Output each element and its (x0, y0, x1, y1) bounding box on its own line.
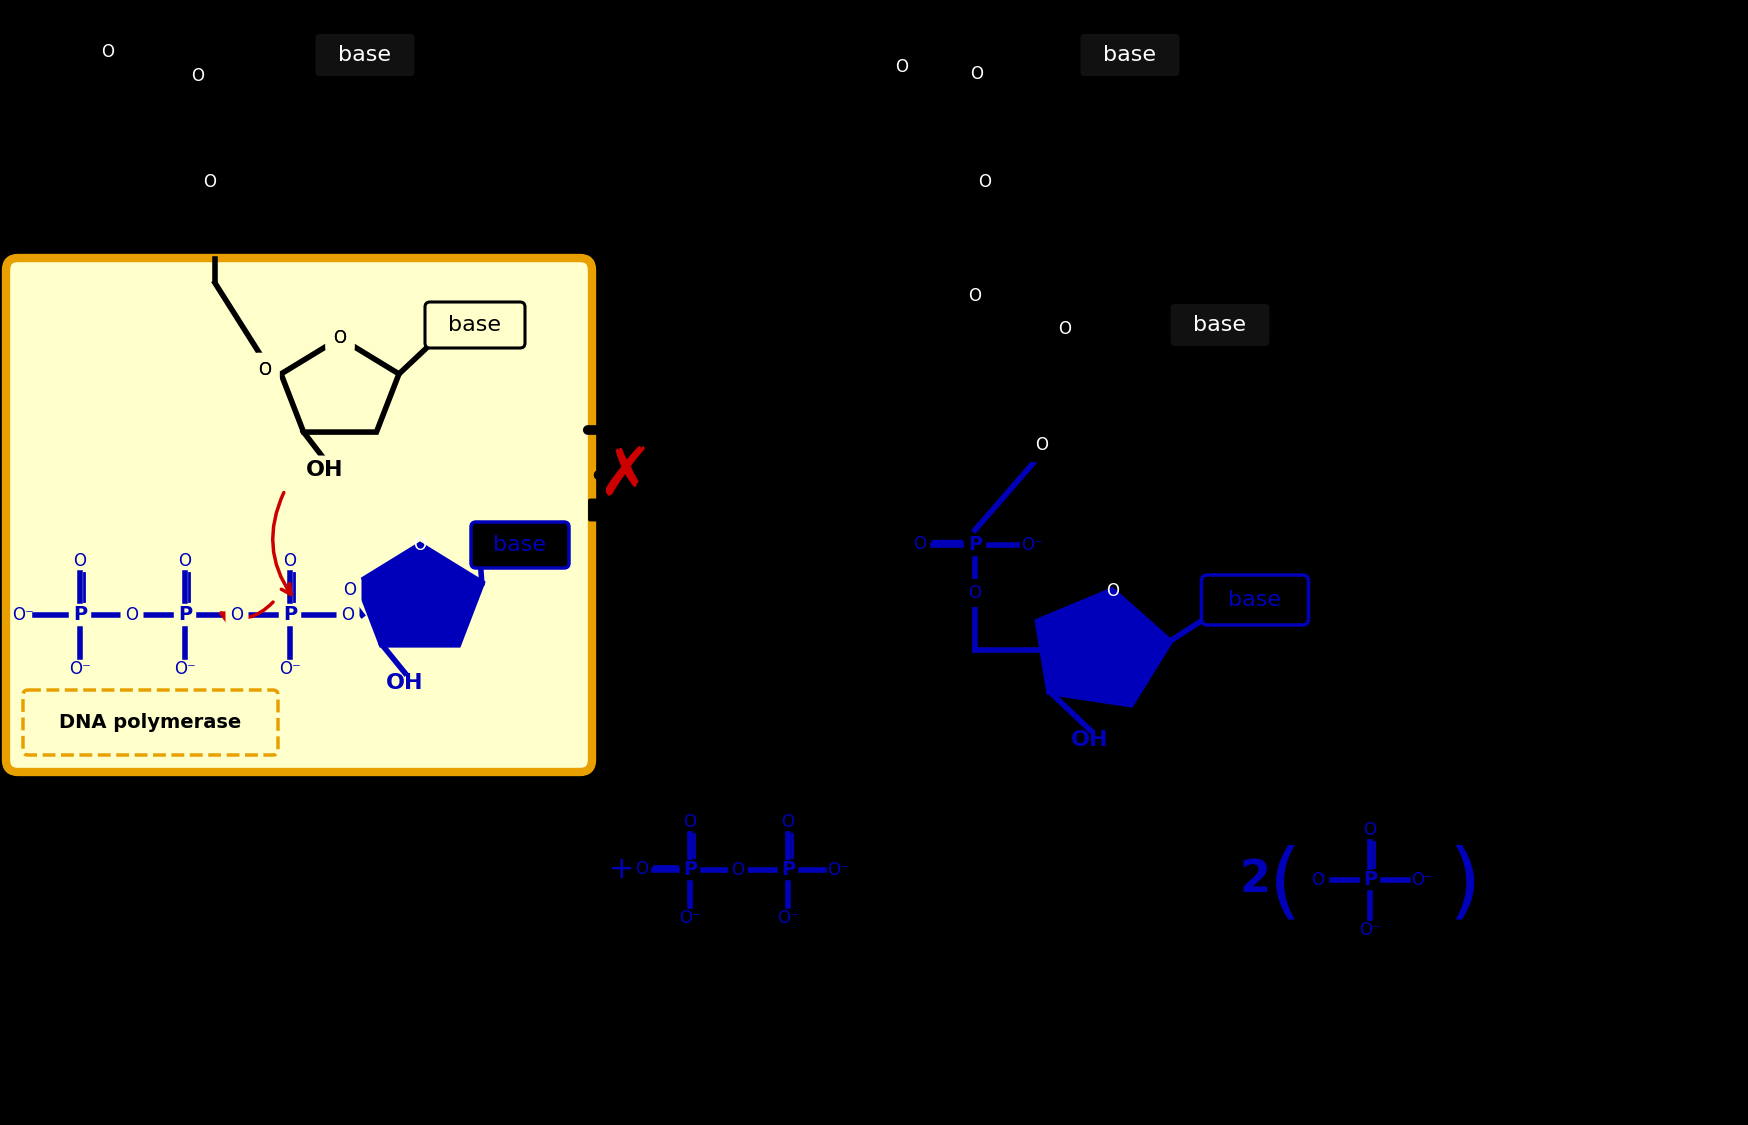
Text: P: P (73, 605, 87, 624)
Text: O⁻: O⁻ (678, 909, 701, 927)
Text: O: O (1035, 436, 1047, 454)
Text: O: O (1363, 821, 1376, 839)
Text: O: O (191, 66, 203, 84)
Text: P: P (967, 536, 981, 555)
Text: P: P (283, 605, 297, 624)
Text: O: O (126, 606, 138, 624)
Polygon shape (358, 544, 481, 645)
Text: O: O (1105, 582, 1119, 600)
FancyBboxPatch shape (1075, 30, 1183, 80)
Text: O: O (259, 361, 271, 379)
Text: O⁻: O⁻ (1021, 238, 1042, 256)
Text: OH: OH (306, 460, 344, 480)
Text: (: ( (1267, 845, 1301, 926)
Text: O: O (970, 65, 982, 83)
Text: O: O (203, 173, 217, 191)
Text: O: O (683, 813, 696, 831)
Text: O⁻: O⁻ (260, 236, 283, 254)
Text: O: O (895, 58, 907, 76)
Text: O: O (1311, 871, 1323, 889)
Text: O: O (968, 584, 981, 602)
Text: O: O (208, 184, 222, 202)
Text: Pyrophos: Pyrophos (589, 501, 692, 520)
Text: O: O (231, 606, 243, 624)
FancyBboxPatch shape (1166, 300, 1273, 350)
Text: O: O (191, 66, 203, 84)
Text: O: O (912, 536, 926, 554)
Text: O⁻: O⁻ (1358, 921, 1381, 939)
Text: DNA polymerase: DNA polymerase (59, 713, 241, 732)
FancyBboxPatch shape (425, 302, 524, 348)
Text: O: O (1058, 319, 1072, 337)
Text: O⁻: O⁻ (280, 660, 301, 678)
Text: OH: OH (386, 673, 423, 693)
Text: P: P (178, 605, 192, 624)
Text: O⁻: O⁻ (12, 606, 33, 624)
Text: base: base (447, 315, 502, 335)
Text: P: P (208, 235, 222, 254)
Text: O: O (101, 43, 114, 61)
Text: O: O (73, 552, 86, 570)
Text: O: O (968, 287, 981, 305)
Text: O: O (341, 606, 355, 624)
Text: O: O (977, 173, 991, 191)
FancyBboxPatch shape (1169, 304, 1269, 346)
Text: O: O (101, 43, 114, 61)
Text: O: O (977, 173, 991, 191)
Text: O: O (970, 65, 982, 83)
Text: ): ) (1447, 845, 1481, 926)
Text: +: + (608, 855, 635, 884)
Text: base: base (1227, 590, 1281, 610)
Text: O: O (1058, 319, 1072, 337)
FancyBboxPatch shape (315, 34, 414, 76)
FancyBboxPatch shape (1201, 575, 1308, 626)
Text: O⁻: O⁻ (827, 861, 848, 879)
Text: O: O (635, 860, 649, 878)
Text: P: P (682, 861, 697, 880)
Text: ⁻: ⁻ (1318, 872, 1325, 886)
Text: O⁻: O⁻ (1021, 536, 1042, 554)
Text: O: O (178, 552, 191, 570)
Text: O: O (334, 328, 346, 346)
Text: ✗: ✗ (596, 442, 652, 508)
Text: O: O (781, 813, 794, 831)
Text: P: P (781, 861, 795, 880)
Text: O⁻: O⁻ (1411, 871, 1432, 889)
Text: O: O (413, 536, 427, 554)
Text: O: O (343, 580, 357, 598)
FancyBboxPatch shape (1080, 34, 1178, 76)
Text: O: O (203, 173, 217, 191)
Text: O: O (283, 552, 297, 570)
Text: P: P (967, 238, 981, 258)
Text: O: O (968, 287, 981, 305)
Text: O: O (895, 58, 907, 76)
Text: O⁻: O⁻ (776, 909, 799, 927)
Text: 2: 2 (1239, 858, 1269, 901)
FancyBboxPatch shape (470, 522, 568, 568)
FancyBboxPatch shape (5, 258, 591, 772)
Text: O: O (731, 861, 745, 879)
Text: base: base (1192, 315, 1246, 335)
Text: O: O (1035, 436, 1047, 454)
Text: O⁻: O⁻ (175, 660, 196, 678)
Text: O: O (334, 328, 346, 346)
Text: OH: OH (1070, 730, 1108, 750)
Text: O: O (154, 235, 166, 253)
FancyBboxPatch shape (311, 30, 418, 80)
Text: base: base (339, 45, 392, 65)
Text: base: base (493, 536, 545, 555)
Text: Pyrophos: Pyrophos (589, 501, 692, 520)
Text: base: base (1103, 45, 1155, 65)
Polygon shape (1038, 591, 1169, 704)
Text: O: O (912, 238, 926, 256)
Text: P: P (1362, 871, 1376, 890)
Text: O: O (259, 361, 271, 379)
FancyBboxPatch shape (23, 690, 278, 755)
Text: O⁻: O⁻ (70, 660, 91, 678)
